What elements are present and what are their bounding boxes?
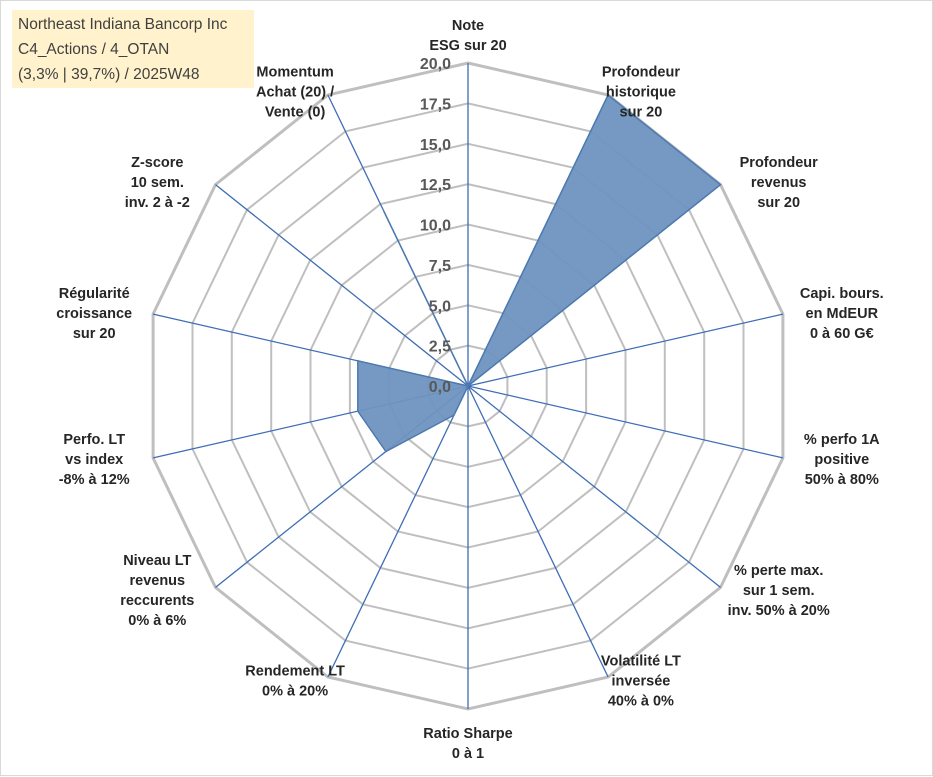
category-label: Z-score 10 sem. inv. 2 à -2 [125, 155, 190, 211]
category-label-line: Rendement LT [245, 664, 345, 680]
tick-label: 15,0 [420, 137, 451, 154]
category-label-line: sur 1 sem. [743, 583, 815, 599]
category-label: Ratio Sharpe 0 à 1 [423, 726, 512, 762]
category-label-line: historique [606, 84, 676, 100]
category-label: Capi. bours. en MdEUR 0 à 60 G€ [800, 286, 884, 342]
category-label: Profondeur historique sur 20 [602, 64, 680, 120]
category-label: Rendement LT 0% à 20% [245, 664, 345, 700]
axis-line [467, 313, 784, 387]
axis-line [215, 184, 469, 387]
category-label-line: 50% à 80% [805, 472, 879, 488]
title-line-category: C4_Actions / 4_OTAN [18, 41, 170, 58]
title-line-period: (3,3% | 39,7%) / 2025W48 [18, 66, 200, 83]
category-label-line: sur 20 [73, 326, 116, 342]
chart-title-box: Northeast Indiana Bancorp Inc C4_Actions… [12, 10, 254, 88]
category-label-line: Profondeur [602, 64, 680, 80]
category-label-line: croissance [56, 306, 132, 322]
category-label-line: Ratio Sharpe [423, 726, 512, 742]
category-label-line: % perte max. [734, 563, 823, 579]
tick-label: 2,5 [429, 339, 451, 356]
radar-series [357, 93, 722, 453]
category-label: Niveau LT revenus reccurents 0% à 6% [120, 553, 194, 629]
category-label: Volatilité LT inversée 40% à 0% [601, 654, 681, 710]
tick-label: 20,0 [420, 56, 451, 73]
category-label: Régularité croissance sur 20 [56, 286, 132, 342]
category-label-line: -8% à 12% [59, 472, 130, 488]
title-line-company: Northeast Indiana Bancorp Inc [18, 16, 228, 33]
axis-line [467, 385, 721, 588]
category-label-line: 0% à 6% [128, 613, 186, 629]
axis-line [467, 385, 609, 678]
category-label-line: Z-score [131, 155, 183, 171]
category-label: Profondeur revenus sur 20 [740, 155, 818, 211]
category-label-line: Vente (0) [265, 104, 326, 120]
tick-label: 12,5 [420, 177, 451, 194]
category-label-line: inv. 50% à 20% [728, 603, 830, 619]
axis-line [467, 385, 784, 459]
radial-tick-labels: 0,0 2,5 5,0 7,5 10,0 12,5 15,0 17,5 20,0 [420, 56, 451, 396]
category-label-line: Profondeur [740, 155, 818, 171]
category-label-line: inv. 2 à -2 [125, 195, 190, 211]
category-label-line: reccurents [120, 593, 194, 609]
category-label-line: sur 20 [620, 104, 663, 120]
category-label-line: Niveau LT [123, 553, 191, 569]
category-label-line: Capi. bours. [800, 286, 884, 302]
series-area [357, 93, 722, 453]
category-label-line: positive [814, 452, 869, 468]
category-label-line: Volatilité LT [601, 654, 681, 670]
category-label-line: 0% à 20% [262, 684, 328, 700]
category-label-line: revenus [751, 175, 807, 191]
category-label-line: Régularité [59, 286, 130, 302]
tick-label: 10,0 [420, 218, 451, 235]
tick-label: 17,5 [420, 96, 451, 113]
category-label-line: ESG sur 20 [429, 38, 506, 54]
category-labels: Note ESG sur 20 Profondeur historique sur 20… [56, 18, 883, 762]
category-label-line: Note [452, 18, 484, 34]
category-label: % perfo 1A positive 50% à 80% [804, 432, 880, 488]
category-label-line: vs index [65, 452, 123, 468]
category-label-line: 0 à 1 [452, 746, 484, 762]
category-label-line: revenus [129, 573, 185, 589]
category-label-line: 40% à 0% [608, 694, 674, 710]
category-label-line: sur 20 [757, 195, 800, 211]
tick-label: 7,5 [429, 258, 451, 275]
category-label: Note ESG sur 20 [429, 18, 506, 54]
category-label: Perfo. LT vs index -8% à 12% [59, 432, 130, 488]
category-label-line: Momentum [256, 64, 333, 80]
category-label-line: inversée [611, 674, 670, 690]
axis-line [327, 385, 469, 678]
category-label-line: 0 à 60 G€ [810, 326, 874, 342]
category-label: Momentum Achat (20) / Vente (0) [256, 64, 334, 120]
category-label-line: Perfo. LT [63, 432, 125, 448]
tick-label: 0,0 [429, 379, 451, 396]
category-label: % perte max. sur 1 sem. inv. 50% à 20% [728, 563, 830, 619]
category-label-line: Achat (20) / [256, 84, 334, 100]
tick-label: 5,0 [429, 298, 451, 315]
category-label-line: en MdEUR [806, 306, 879, 322]
category-label-line: % perfo 1A [804, 432, 880, 448]
category-label-line: 10 sem. [131, 175, 184, 191]
